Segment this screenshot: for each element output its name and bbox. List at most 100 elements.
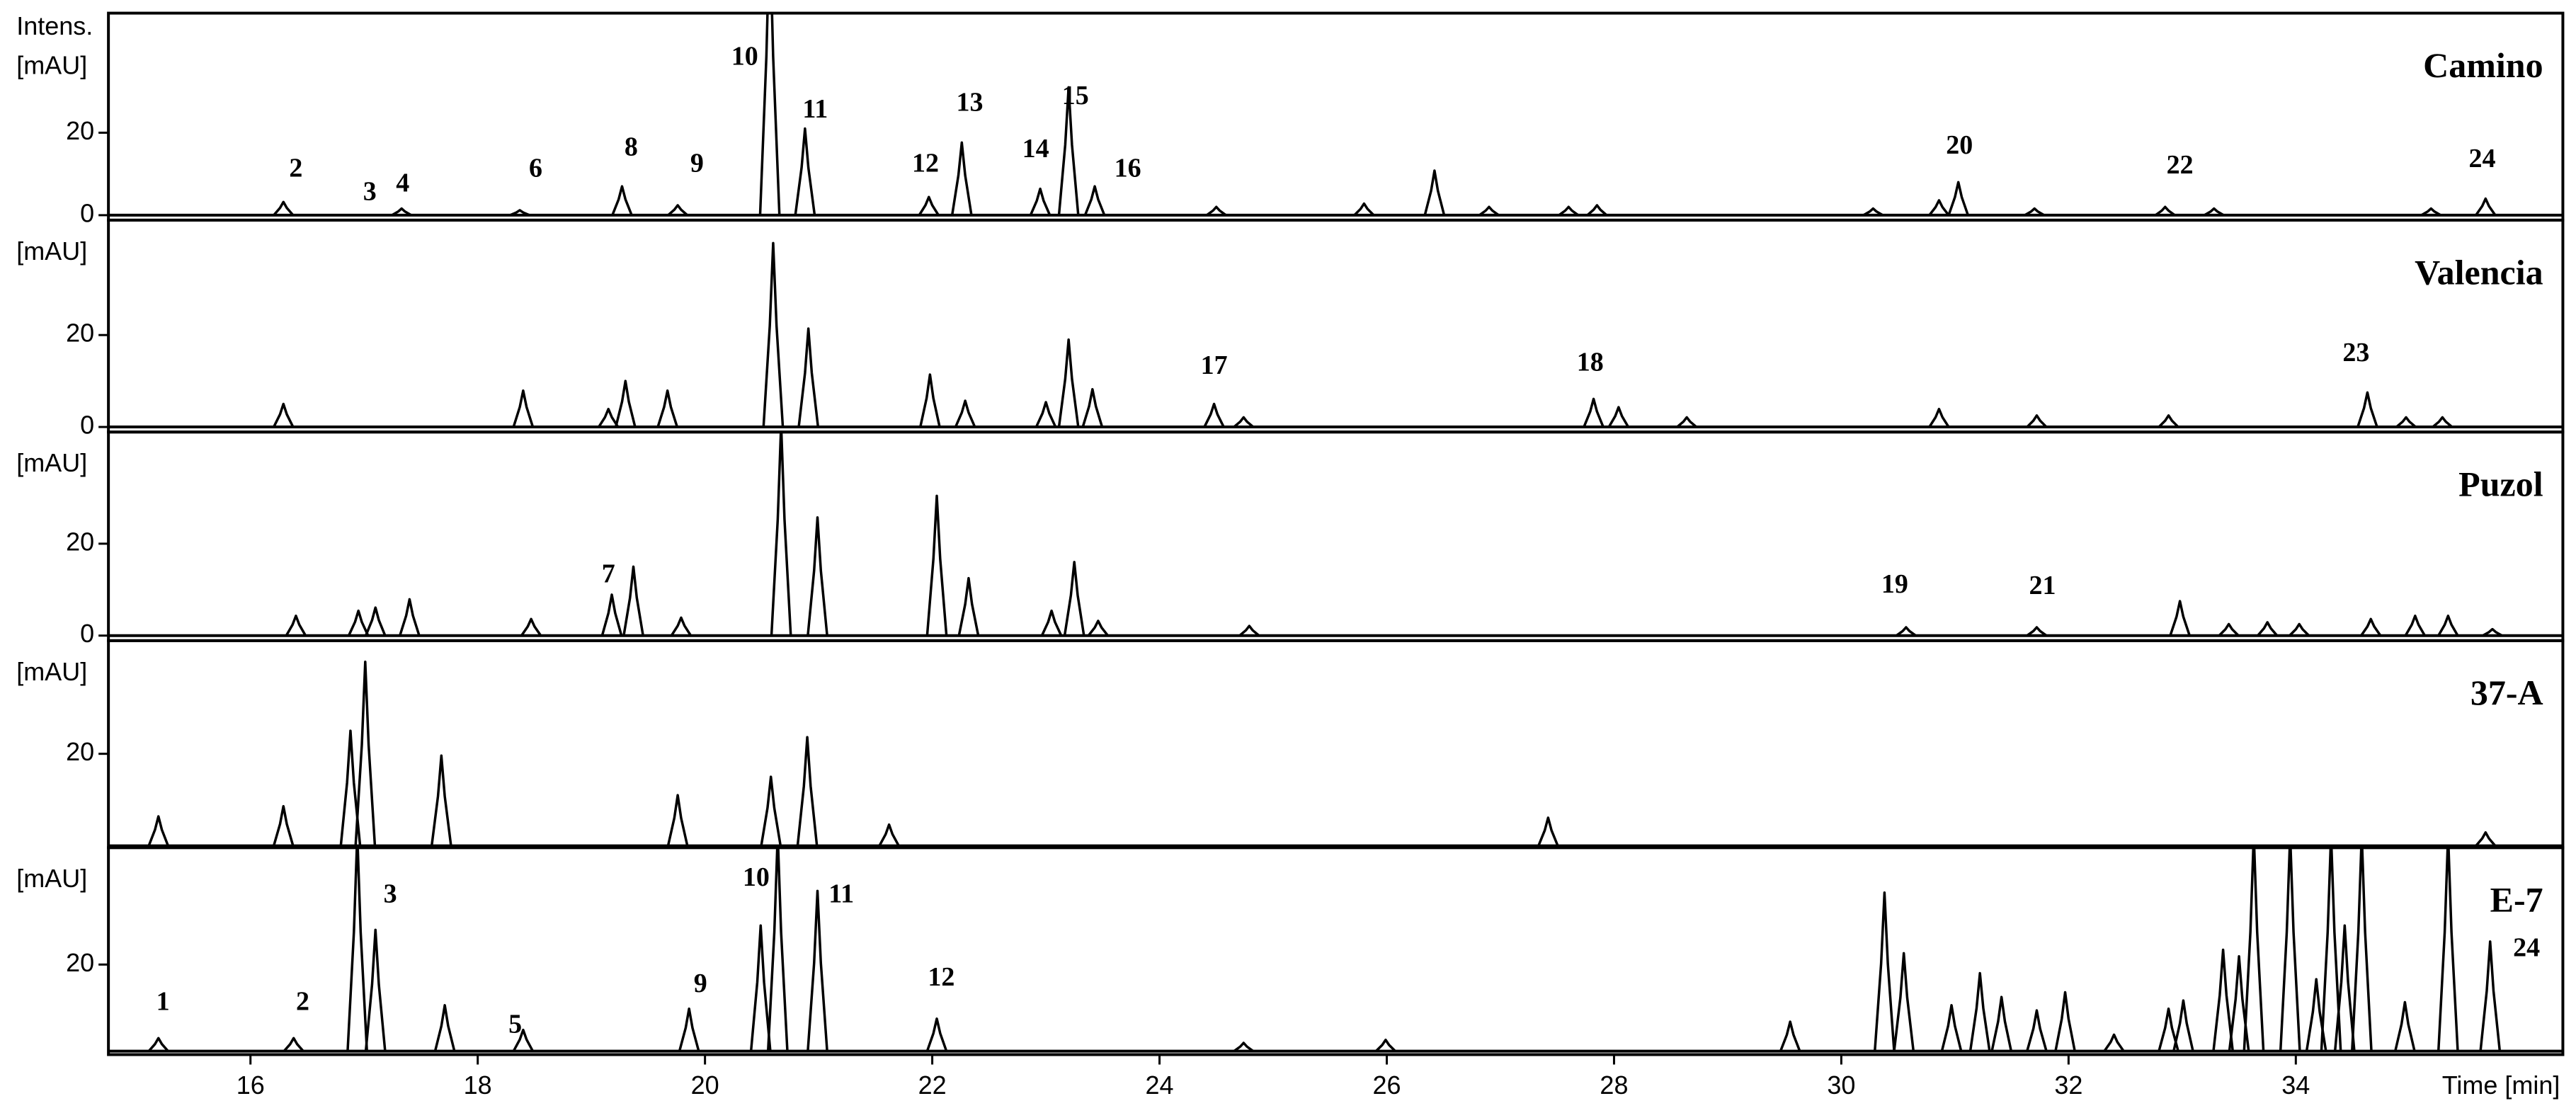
peak-label: 20 xyxy=(1946,130,1973,160)
peak xyxy=(354,660,377,846)
peak xyxy=(925,1017,948,1052)
peak xyxy=(2172,999,2194,1052)
peak xyxy=(1779,1020,1801,1052)
peak xyxy=(2333,924,2356,1051)
x-tick-label: 16 xyxy=(236,1071,265,1100)
peak xyxy=(346,847,368,1051)
peak xyxy=(807,516,828,636)
peak-label: 19 xyxy=(1881,569,1908,599)
peak xyxy=(614,379,637,428)
peak xyxy=(2356,391,2378,428)
y-axis-label: [mAU] xyxy=(16,448,87,477)
peak xyxy=(391,207,412,217)
peak-label: 17 xyxy=(1201,350,1228,380)
peak xyxy=(1081,388,1104,428)
peak-label: 21 xyxy=(2029,571,2056,600)
peak xyxy=(957,576,980,637)
peak-label: 15 xyxy=(1062,81,1089,110)
peak xyxy=(1029,187,1052,216)
peak xyxy=(766,847,789,1051)
panel-frame xyxy=(107,430,2565,642)
peak xyxy=(2054,991,2076,1051)
peak-label: 12 xyxy=(928,962,954,992)
peak xyxy=(2158,1007,2179,1052)
peak-label: 18 xyxy=(1577,347,1604,377)
peak xyxy=(1057,338,1080,428)
peak xyxy=(807,889,828,1051)
peak xyxy=(430,754,452,846)
peak xyxy=(1558,205,1579,217)
y-axis-label: Intens. xyxy=(16,11,93,40)
y-axis-label: [mAU] xyxy=(16,864,87,893)
peak xyxy=(2432,416,2454,428)
peak xyxy=(1035,401,1057,428)
peak xyxy=(666,794,689,846)
peak xyxy=(2169,600,2191,637)
peak xyxy=(520,617,542,637)
peak xyxy=(509,209,530,217)
peak xyxy=(796,736,819,846)
peak xyxy=(1928,407,1950,428)
panel-title: Camino xyxy=(2423,45,2543,85)
peak-label: 11 xyxy=(828,879,854,908)
peak-label: 3 xyxy=(363,176,377,206)
peak xyxy=(272,804,295,847)
panel-title: Valencia xyxy=(2415,252,2543,292)
panel-title: 37-A xyxy=(2470,673,2543,712)
peak-label: 23 xyxy=(2342,338,2369,367)
peak xyxy=(770,432,792,636)
panel-title: E-7 xyxy=(2490,880,2543,920)
peak xyxy=(2351,847,2373,1051)
peak-label: 8 xyxy=(625,132,638,161)
peak xyxy=(2437,847,2459,1051)
peak xyxy=(2257,621,2279,637)
peak xyxy=(2026,1009,2048,1052)
peak xyxy=(918,195,940,216)
peak xyxy=(1928,199,1950,216)
peak xyxy=(2289,622,2310,637)
peak-label: 2 xyxy=(296,987,309,1017)
peak xyxy=(600,593,623,637)
peak xyxy=(285,615,307,637)
peak xyxy=(364,606,387,637)
peak xyxy=(2279,847,2301,1051)
peak xyxy=(2218,622,2240,637)
peak xyxy=(1233,416,1255,428)
peak xyxy=(2320,847,2342,1051)
peak xyxy=(2404,615,2426,637)
peak xyxy=(2228,954,2250,1051)
peak xyxy=(1423,169,1446,216)
peak xyxy=(1968,971,1991,1051)
peak xyxy=(1990,995,2013,1052)
peak xyxy=(2026,414,2048,428)
peak xyxy=(1874,891,1896,1051)
peak-label: 5 xyxy=(508,1010,522,1039)
peak xyxy=(273,402,295,428)
panel xyxy=(108,13,2563,217)
y-tick-label: 0 xyxy=(80,411,94,440)
x-tick-label: 34 xyxy=(2281,1071,2310,1100)
y-tick-label: 20 xyxy=(66,948,94,977)
peak xyxy=(2475,831,2497,847)
peak xyxy=(760,775,782,846)
peak xyxy=(611,185,633,216)
panel-title: Puzol xyxy=(2458,464,2543,504)
y-tick-label: 20 xyxy=(66,319,94,348)
y-axis-label: [mAU] xyxy=(16,51,87,80)
peak xyxy=(147,1037,169,1052)
panel xyxy=(108,241,2563,429)
peak xyxy=(2024,207,2045,217)
peak xyxy=(1478,205,1500,217)
peak-label: 24 xyxy=(2513,932,2540,962)
x-tick-label: 20 xyxy=(691,1071,719,1100)
peak xyxy=(1893,952,1915,1051)
peak xyxy=(273,200,295,217)
peak xyxy=(1057,86,1080,216)
peak xyxy=(2479,940,2502,1051)
peak xyxy=(347,609,370,637)
peak xyxy=(433,1004,456,1052)
peak-label: 6 xyxy=(529,154,542,183)
x-axis-label: Time [min] xyxy=(2442,1071,2560,1100)
peak xyxy=(1233,1041,1254,1053)
